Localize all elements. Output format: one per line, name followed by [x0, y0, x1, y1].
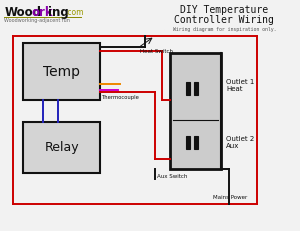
Text: Thermocouple: Thermocouple — [102, 95, 140, 100]
Text: Woodworking-adjacent fun: Woodworking-adjacent fun — [4, 18, 70, 23]
Text: Wood: Wood — [4, 6, 41, 19]
Bar — [170, 53, 221, 169]
Text: DIY Temperature: DIY Temperature — [180, 5, 268, 15]
Bar — [194, 136, 198, 149]
Bar — [186, 136, 190, 149]
Text: Temp: Temp — [43, 64, 80, 79]
Text: Outlet 2
Aux: Outlet 2 Aux — [226, 136, 254, 149]
Text: ork: ork — [31, 6, 53, 19]
Bar — [23, 122, 100, 173]
Bar — [23, 43, 100, 100]
Text: Wiring diagram for inspiration only.: Wiring diagram for inspiration only. — [172, 27, 276, 32]
Text: Mains Power: Mains Power — [213, 195, 247, 200]
Text: Controller Wiring: Controller Wiring — [174, 15, 274, 25]
Text: .com: .com — [65, 8, 83, 17]
Text: Aux Switch: Aux Switch — [157, 174, 187, 179]
Text: Outlet 1
Heat: Outlet 1 Heat — [226, 79, 255, 92]
Bar — [186, 82, 190, 95]
Text: Relay: Relay — [44, 141, 79, 154]
Bar — [194, 82, 198, 95]
Text: Heat Switch: Heat Switch — [140, 49, 173, 54]
Text: ing: ing — [48, 6, 69, 19]
